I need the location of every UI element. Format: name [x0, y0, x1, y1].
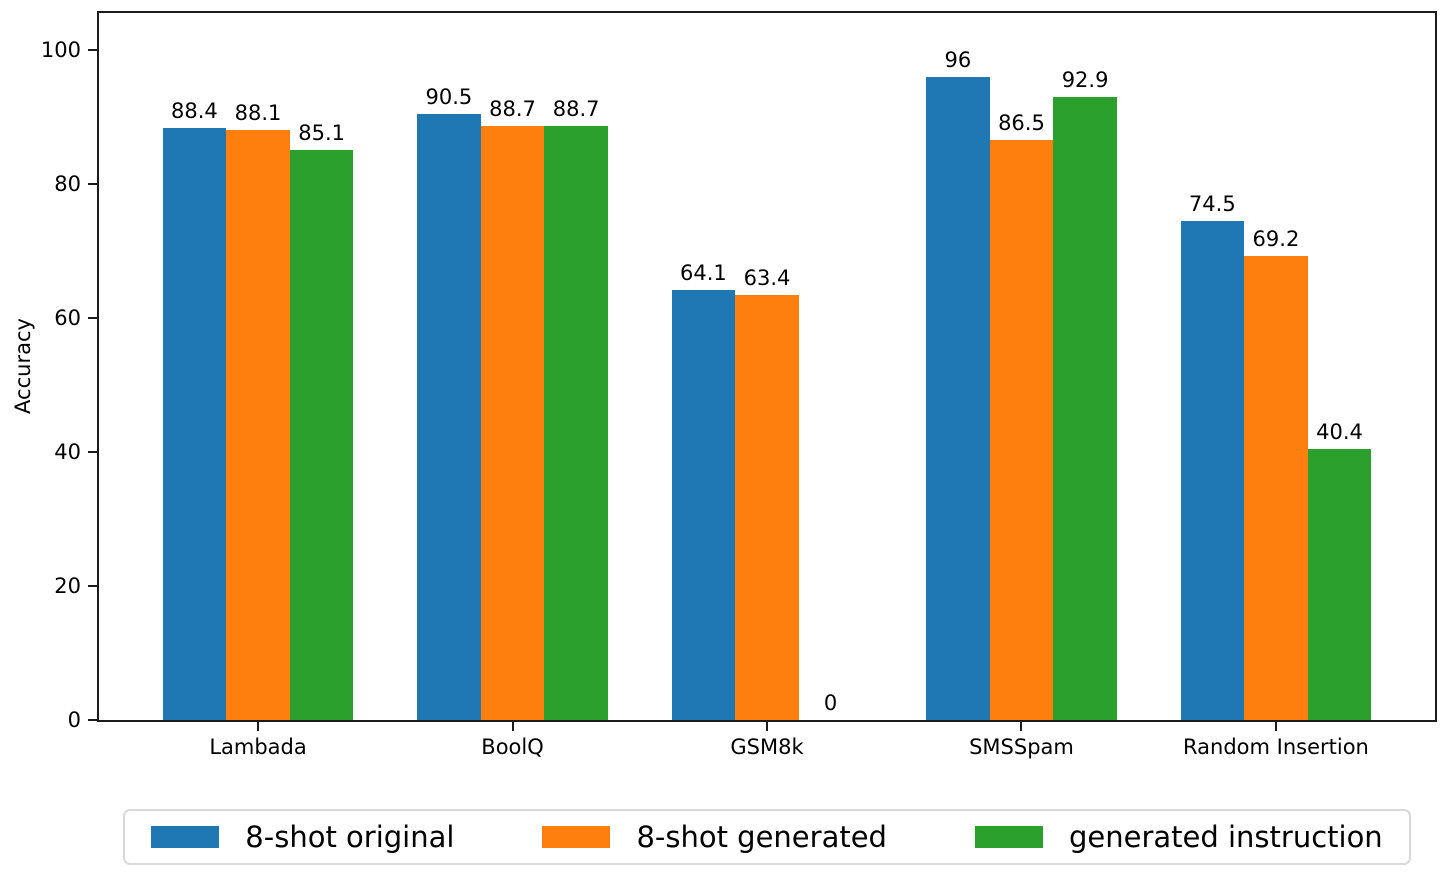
x-tick-mark — [511, 720, 514, 731]
x-tick-mark — [766, 720, 768, 731]
bar-value-label: 63.4 — [743, 266, 791, 291]
legend-item-label: 8-shot generated — [636, 820, 887, 854]
y-tick-mark — [88, 584, 99, 587]
bar-8-shot-original-Random-Insertion: 74.5 — [1180, 192, 1245, 720]
y-tick-label: 0 — [67, 708, 81, 732]
bar-value-label: 40.4 — [1316, 420, 1363, 445]
legend-swatch — [974, 826, 1043, 848]
bar-generated-instruction-Lambada: 85.1 — [289, 121, 354, 720]
y-tick-label: 60 — [54, 305, 81, 330]
y-tick-mark — [88, 719, 99, 721]
bar-value-label: 88.4 — [171, 98, 218, 123]
y-tick-mark — [88, 450, 99, 453]
bar-8-shot-generated-GSM8k: 63.4 — [735, 266, 799, 720]
bar-value-label: 96 — [944, 47, 972, 72]
bar-value-label: 86.5 — [998, 111, 1045, 136]
x-tick-mark — [1020, 720, 1023, 731]
legend: 8-shot original 8-shot generated generated… — [123, 809, 1411, 865]
y-tick-label: 40 — [54, 439, 81, 464]
legend-swatch — [542, 826, 611, 848]
bar-8-shot-original-BoolQ: 90.5 — [417, 85, 481, 720]
bar-value-label: 64.1 — [679, 261, 727, 286]
bar-value-label: 88.7 — [552, 96, 600, 121]
bar-value-label: 85.1 — [298, 120, 346, 145]
x-tick-mark — [257, 720, 260, 731]
legend-item: generated instruction — [974, 820, 1383, 854]
legend-item-label: 8-shot original — [245, 820, 455, 854]
bar-value-label: 90.5 — [425, 84, 473, 109]
bar-8-shot-generated-Lambada: 88.1 — [226, 101, 290, 720]
bar-generated-instruction-Random-Insertion: 40.4 — [1307, 420, 1372, 720]
bar-value-label: 88.7 — [489, 96, 536, 121]
x-tick-label: SMSSpam — [969, 735, 1074, 759]
bar-8-shot-generated-Random-Insertion: 69.2 — [1244, 227, 1308, 720]
y-tick-mark — [88, 182, 99, 185]
bar-value-label: 69.2 — [1252, 227, 1300, 252]
legend-row: 8-shot original 8-shot generated generated… — [97, 809, 1437, 865]
legend-item: 8-shot generated — [542, 820, 887, 854]
x-tick-mark — [1274, 720, 1277, 731]
bar-generated-instruction-BoolQ: 88.7 — [544, 97, 608, 720]
x-tick-label: BoolQ — [481, 735, 544, 759]
y-tick-mark — [88, 48, 99, 51]
bar-8-shot-original-GSM8k: 64.1 — [671, 261, 736, 720]
bar-8-shot-generated-SMSSpam: 86.5 — [989, 111, 1054, 720]
x-tick-label: Lambada — [209, 735, 307, 759]
bar-8-shot-original-SMSSpam: 96 — [926, 48, 990, 720]
y-tick-mark — [88, 316, 99, 319]
bar-8-shot-original-Lambada: 88.4 — [162, 99, 227, 720]
bar-generated-instruction-SMSSpam: 92.9 — [1053, 68, 1117, 720]
legend-item-label: generated instruction — [1068, 820, 1383, 854]
bar-value-label: 74.5 — [1188, 191, 1236, 216]
bar-value-label: 92.9 — [1061, 68, 1109, 93]
plot-area: 0 20 40 60 80 100 88.4 88.1 85.1 Lambada 90.5 88.7 8… — [41, 11, 1437, 759]
legend-swatch — [151, 826, 220, 848]
y-axis-title: Accuracy — [11, 318, 35, 414]
y-tick-label: 80 — [54, 171, 81, 196]
bar-value-label: 88.1 — [234, 100, 282, 125]
legend-item: 8-shot original — [151, 820, 454, 854]
x-tick-label: GSM8k — [730, 735, 804, 759]
bar-8-shot-generated-BoolQ: 88.7 — [480, 97, 545, 720]
x-tick-label: Random Insertion — [1183, 735, 1369, 759]
y-tick-label: 20 — [54, 573, 81, 598]
y-tick-label: 100 — [40, 37, 81, 62]
bar-value-label: 0 — [823, 691, 838, 715]
